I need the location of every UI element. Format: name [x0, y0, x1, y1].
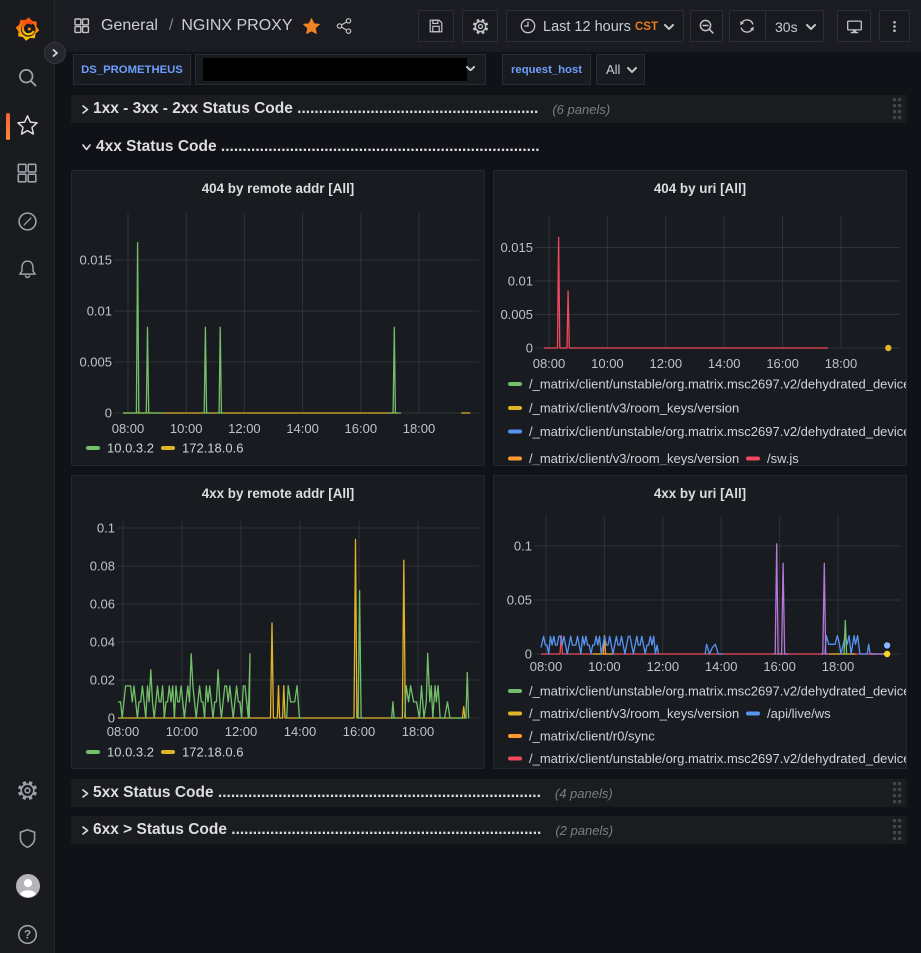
svg-text:0: 0 — [525, 647, 532, 662]
svg-text:0.1: 0.1 — [97, 521, 115, 536]
svg-text:0.005: 0.005 — [79, 355, 112, 370]
svg-text:14:00: 14:00 — [286, 421, 319, 436]
svg-text:08:00: 08:00 — [107, 724, 140, 739]
svg-text:0.01: 0.01 — [87, 304, 112, 319]
svg-text:10.0.3.2: 10.0.3.2 — [107, 745, 154, 760]
svg-text:16:00: 16:00 — [343, 724, 376, 739]
svg-text:08:00: 08:00 — [112, 421, 145, 436]
svg-text:/_matrix/client/unstable/org.m: /_matrix/client/unstable/org.matrix.msc2… — [529, 377, 906, 392]
svg-text:10:00: 10:00 — [591, 356, 624, 371]
svg-text:/sw.js: /sw.js — [767, 451, 799, 466]
svg-text:16:00: 16:00 — [345, 421, 378, 436]
svg-text:10:00: 10:00 — [166, 724, 199, 739]
svg-text:0.015: 0.015 — [79, 253, 112, 268]
svg-text:0.005: 0.005 — [500, 307, 533, 322]
svg-text:/_matrix/client/unstable/org.m: /_matrix/client/unstable/org.matrix.msc2… — [529, 684, 906, 699]
svg-text:/_matrix/client/v3/room_keys/v: /_matrix/client/v3/room_keys/version — [529, 451, 739, 466]
svg-text:12:00: 12:00 — [225, 724, 258, 739]
svg-text:?: ? — [24, 928, 31, 941]
svg-text:12:00: 12:00 — [228, 421, 261, 436]
svg-text:16:00: 16:00 — [766, 356, 799, 371]
svg-text:/_matrix/client/unstable/org.m: /_matrix/client/unstable/org.matrix.msc2… — [529, 751, 906, 766]
svg-text:0.1: 0.1 — [514, 539, 532, 554]
svg-text:18:00: 18:00 — [822, 659, 855, 674]
svg-text:14:00: 14:00 — [705, 659, 738, 674]
svg-text:08:00: 08:00 — [533, 356, 566, 371]
svg-text:0: 0 — [105, 406, 112, 421]
svg-text:0.05: 0.05 — [507, 593, 532, 608]
svg-text:10:00: 10:00 — [170, 421, 203, 436]
svg-text:172.18.0.6: 172.18.0.6 — [182, 441, 243, 456]
svg-text:18:00: 18:00 — [402, 724, 435, 739]
svg-text:/_matrix/client/v3/room_keys/v: /_matrix/client/v3/room_keys/version — [529, 401, 739, 416]
svg-text:18:00: 18:00 — [403, 421, 436, 436]
svg-text:10.0.3.2: 10.0.3.2 — [107, 441, 154, 456]
svg-text:14:00: 14:00 — [708, 356, 741, 371]
svg-text:12:00: 12:00 — [647, 659, 680, 674]
svg-text:/api/live/ws: /api/live/ws — [767, 706, 831, 721]
svg-text:16:00: 16:00 — [763, 659, 796, 674]
svg-text:10:00: 10:00 — [588, 659, 621, 674]
svg-text:0.01: 0.01 — [508, 274, 533, 289]
svg-text:/_matrix/client/v3/room_keys/v: /_matrix/client/v3/room_keys/version — [529, 706, 739, 721]
svg-text:14:00: 14:00 — [284, 724, 317, 739]
svg-text:12:00: 12:00 — [650, 356, 683, 371]
svg-text:0.08: 0.08 — [90, 559, 115, 574]
svg-text:/_matrix/client/unstable/org.m: /_matrix/client/unstable/org.matrix.msc2… — [529, 424, 906, 439]
svg-text:0: 0 — [108, 711, 115, 726]
svg-text:0.015: 0.015 — [500, 240, 533, 255]
svg-text:08:00: 08:00 — [530, 659, 563, 674]
svg-text:172.18.0.6: 172.18.0.6 — [182, 745, 243, 760]
svg-text:/_matrix/client/r0/sync: /_matrix/client/r0/sync — [529, 729, 655, 744]
svg-text:0.02: 0.02 — [90, 673, 115, 688]
svg-text:18:00: 18:00 — [825, 356, 858, 371]
svg-text:0.04: 0.04 — [90, 635, 115, 650]
svg-text:0: 0 — [526, 341, 533, 356]
svg-text:0.06: 0.06 — [90, 597, 115, 612]
